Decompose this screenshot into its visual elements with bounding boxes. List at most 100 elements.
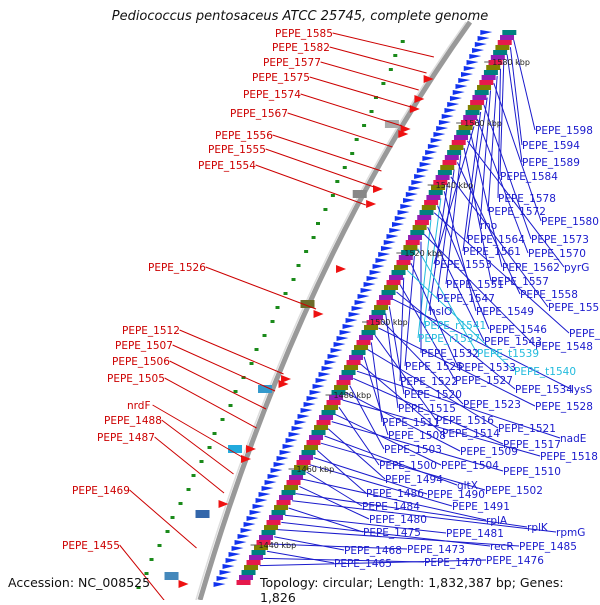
tick-label: 1560 kbp <box>464 119 502 128</box>
left-label-leader <box>333 33 434 57</box>
gene-arrow <box>337 336 349 341</box>
gene-arrow <box>431 138 443 143</box>
cog-block <box>324 405 338 410</box>
cog-block <box>349 355 363 360</box>
cog-block <box>239 575 253 580</box>
gene-arrow <box>214 582 226 587</box>
left-label-leader <box>310 77 411 107</box>
cog-block <box>242 570 256 575</box>
right-label-leader <box>514 40 535 130</box>
right-label-leader <box>488 76 497 211</box>
gene-arrow-minus <box>314 310 324 318</box>
gene-arrow <box>346 318 358 323</box>
right-gene-label: PEPE_1516 <box>436 415 494 427</box>
gene-arrow <box>447 102 459 107</box>
left-gene-label: PEPE_1506 <box>112 356 170 368</box>
track-dot <box>150 558 154 561</box>
gene-arrow <box>378 252 390 257</box>
gene-arrow <box>331 348 343 353</box>
tick-label: 1520 kbp <box>404 249 442 258</box>
right-label-leader <box>507 54 522 162</box>
right-gene-label: PEPE_1473 <box>407 544 465 556</box>
gene-arrow <box>355 300 367 305</box>
accession-text: Accession: NC_008525 <box>8 575 150 590</box>
gene-arrow <box>442 114 454 119</box>
gene-arrow <box>414 174 426 179</box>
left-gene-label: PEPE_1556 <box>215 130 273 142</box>
track-dot <box>166 530 170 533</box>
cog-block <box>479 80 493 85</box>
gene-arrow <box>334 342 346 347</box>
gene-arrow <box>310 390 322 395</box>
track-dot <box>276 306 280 309</box>
left-gene-label: PEPE_1585 <box>275 28 333 40</box>
cog-block <box>424 200 438 205</box>
cog-block <box>500 35 514 40</box>
right-gene-label: PEPE_1549 <box>476 306 534 318</box>
right-gene-label: PEPE_1548 <box>535 341 593 353</box>
track-dot <box>179 502 183 505</box>
gene-arrow-minus <box>373 185 383 193</box>
track-dot <box>171 516 175 519</box>
gene-arrow <box>406 192 418 197</box>
cog-block <box>426 195 440 200</box>
left-label-leader <box>273 135 382 171</box>
right-gene-label: PEPE_1598 <box>535 125 593 137</box>
right-gene-label: PEPE_1468 <box>344 545 402 557</box>
cog-block <box>339 375 353 380</box>
gene-block <box>196 510 210 518</box>
right-gene-label: hslO <box>429 306 452 318</box>
right-gene-label: pyrG <box>564 262 589 274</box>
right-gene-label: PEPE_1502 <box>485 485 543 497</box>
right-gene-label: PEPE_1534 <box>515 384 573 396</box>
cog-block <box>327 400 341 405</box>
track-dot <box>335 180 339 183</box>
track-dot <box>208 446 212 449</box>
gene-arrow <box>328 354 340 359</box>
rna-gene-label: PEPE_r1537 <box>418 333 480 345</box>
cog-block <box>475 90 489 95</box>
right-gene-label: PEPE_1518 <box>540 451 598 463</box>
right-gene-label: PEPE_1546 <box>489 324 547 336</box>
gene-arrow <box>373 264 385 269</box>
cog-block <box>312 430 326 435</box>
track-dot <box>316 222 320 225</box>
cog-block <box>415 220 429 225</box>
tick-label: 1500 kbp <box>370 318 408 327</box>
track-dot <box>297 264 301 267</box>
right-gene-label: PEPE_1481 <box>446 528 504 540</box>
left-label-leader <box>173 345 275 391</box>
right-gene-label: rplK <box>527 522 549 534</box>
right-gene-label: PEPE_1552 <box>569 328 600 340</box>
gene-arrow <box>436 126 448 131</box>
gene-arrow <box>455 84 467 89</box>
right-gene-label: PEPE_1510 <box>503 466 561 478</box>
gene-arrow <box>417 168 429 173</box>
left-label-leader <box>266 149 375 187</box>
right-gene-label: PEPE_1543 <box>484 336 542 348</box>
gene-arrow <box>307 396 319 401</box>
gene-arrow <box>259 492 271 497</box>
cog-block <box>470 100 484 105</box>
gene-arrow <box>274 462 286 467</box>
right-gene-label: PEPE_1559 <box>548 302 600 314</box>
cog-block <box>420 210 434 215</box>
cog-block <box>359 335 373 340</box>
gene-arrow <box>223 564 235 569</box>
cog-block <box>392 270 406 275</box>
gene-arrow <box>322 366 334 371</box>
left-gene-label: PEPE_1567 <box>230 108 288 120</box>
gene-block <box>165 572 179 580</box>
left-label-leader <box>206 267 316 309</box>
cog-block <box>379 295 393 300</box>
cog-block <box>237 580 251 585</box>
right-gene-label: lysS <box>571 384 593 396</box>
right-label-leader <box>400 278 404 381</box>
rna-gene-label: PEPE_t1539 <box>477 348 539 360</box>
left-gene-label: PEPE_1582 <box>272 42 330 54</box>
track-dot <box>200 460 204 463</box>
cog-block <box>374 305 388 310</box>
gene-arrow <box>389 228 401 233</box>
cog-block <box>302 450 316 455</box>
